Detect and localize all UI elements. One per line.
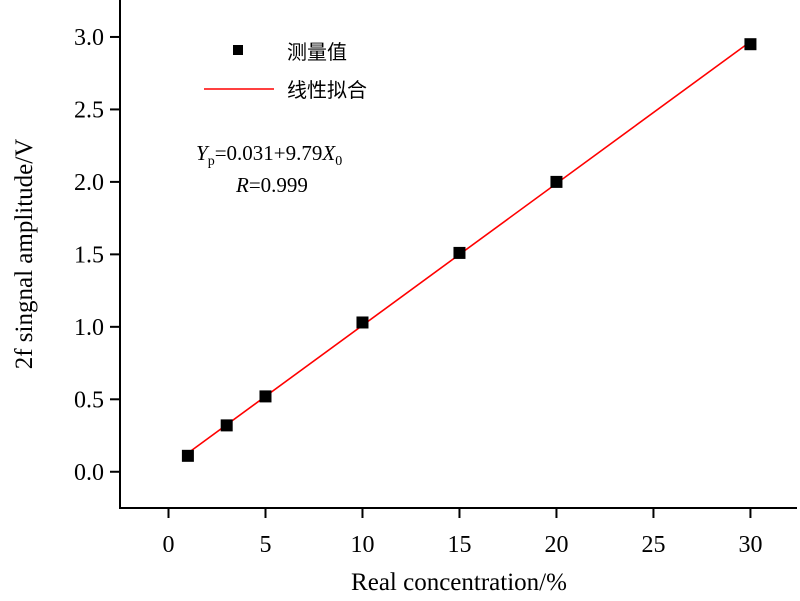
r-label: R <box>235 173 249 197</box>
eq-mid: =0.031+9.79 <box>215 141 323 165</box>
r-value: R=0.999 <box>235 173 308 197</box>
y-tick-label: 1.5 <box>74 242 104 268</box>
x-tick-label: 20 <box>544 532 568 558</box>
data-point <box>220 419 233 432</box>
eq-y: Y <box>196 141 210 165</box>
eq-x: X <box>321 141 336 165</box>
data-point <box>259 390 272 403</box>
y-tick-label: 0.5 <box>74 387 104 413</box>
y-tick-label: 2.0 <box>74 170 104 196</box>
x-tick-label: 0 <box>162 532 174 558</box>
y-tick-label: 1.0 <box>74 315 104 341</box>
y-tick-label: 0.0 <box>74 460 104 486</box>
axes: 0 5 10 15 20 25 30 0.0 0.5 1.0 1.5 2.0 2.5 3.0 <box>74 0 797 558</box>
data-point <box>550 175 563 188</box>
y-tick-label: 2.5 <box>74 97 104 123</box>
eq-sub-0: 0 <box>335 154 342 169</box>
legend-marker-measured <box>233 45 243 55</box>
r-number: =0.999 <box>249 173 308 197</box>
eq-sub-p: p <box>208 154 215 169</box>
y-tick-label: 3.0 <box>74 25 104 51</box>
data-point <box>356 316 369 329</box>
fit-equation: Yp=0.031+9.79X0 <box>196 141 342 169</box>
legend-label-measured: 测量值 <box>287 41 347 64</box>
y-axis-label: 2f singnal amplitude/V <box>11 139 38 370</box>
marks <box>181 38 757 462</box>
x-tick-label: 5 <box>259 532 271 558</box>
x-tick-label: 10 <box>350 532 374 558</box>
data-point <box>453 246 466 259</box>
fit-line <box>187 40 751 454</box>
x-tick-label: 15 <box>447 532 471 558</box>
x-axis-label: Real concentration/% <box>351 569 567 596</box>
legend: 测量值 线性拟合 <box>204 41 367 102</box>
data-point <box>744 38 757 51</box>
x-tick-label: 30 <box>738 532 762 558</box>
x-tick-label: 25 <box>641 532 665 558</box>
data-point <box>181 449 194 462</box>
legend-label-fit: 线性拟合 <box>287 79 367 102</box>
